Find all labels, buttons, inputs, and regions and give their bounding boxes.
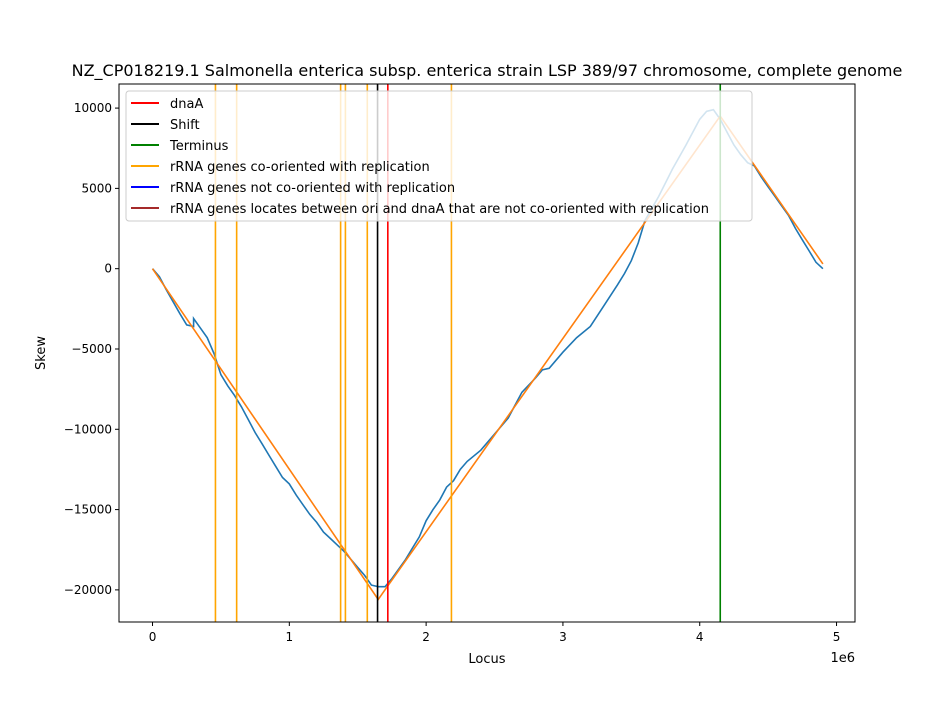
y-axis: −20000 −15000 −10000 −5000 0 5000 10000 [64, 101, 119, 597]
x-tick-label: 0 [149, 630, 157, 644]
x-tick-label: 2 [422, 630, 430, 644]
y-tick-label: 10000 [74, 101, 112, 115]
legend-label: rRNA genes co-oriented with replication [170, 160, 430, 175]
y-tick-label: −10000 [64, 422, 112, 436]
x-tick-label: 3 [559, 630, 567, 644]
plot-frame [118, 83, 856, 623]
x-axis: 0 1 2 3 4 5 [149, 622, 841, 644]
legend-label: rRNA genes not co-oriented with replicat… [170, 181, 455, 196]
legend-label: Shift [170, 118, 200, 133]
y-axis-label: Skew [34, 336, 49, 370]
y-tick-label: −5000 [71, 342, 112, 356]
y-tick-label: −15000 [64, 503, 112, 517]
x-axis-offset-label: 1e6 [830, 651, 855, 666]
legend: dnaA Shift Terminus rRNA genes co-oriented … [125, 90, 753, 222]
x-tick-label: 4 [696, 630, 704, 644]
x-tick-label: 1 [285, 630, 293, 644]
x-axis-label: Locus [468, 652, 505, 667]
chart-title: NZ_CP018219.1 Salmonella enterica subsp.… [72, 61, 903, 81]
legend-label: rRNA genes locates between ori and dnaA … [170, 202, 709, 217]
y-tick-label: 0 [104, 262, 112, 276]
legend-label: Terminus [169, 139, 229, 154]
series-line-2 [151, 114, 824, 601]
x-tick-label: 5 [833, 630, 841, 644]
y-tick-label: 5000 [81, 181, 112, 195]
legend-label: dnaA [170, 97, 203, 112]
y-tick-label: −20000 [64, 583, 112, 597]
legend-box [125, 90, 753, 222]
